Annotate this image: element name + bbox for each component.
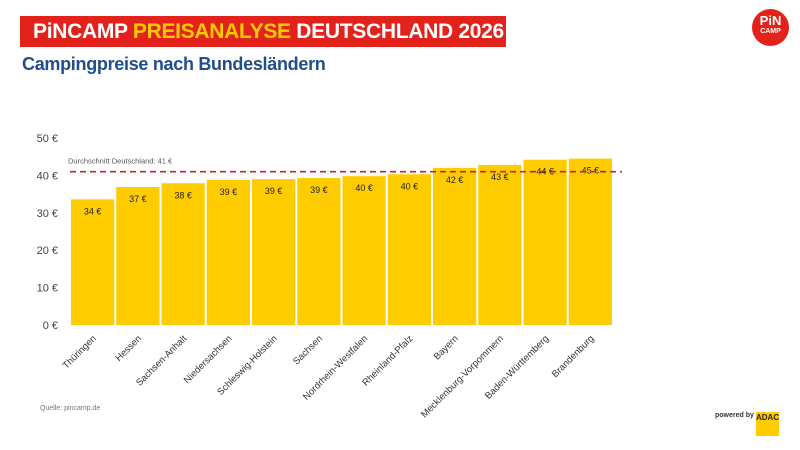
title-rest: DEUTSCHLAND 2026 — [290, 20, 504, 43]
bar — [71, 199, 115, 325]
data-label: 40 € — [355, 183, 373, 193]
average-label: Durchschnitt Deutschland: 41 € — [68, 157, 173, 166]
bar — [433, 167, 477, 325]
title-highlight: PREISANALYSE — [132, 20, 291, 43]
adac-text: ADAC — [756, 413, 780, 422]
pincamp-logo: PiN CAMP — [752, 9, 789, 46]
bar — [342, 176, 386, 325]
powered-by-label: powered by — [715, 412, 754, 419]
y-tick-label: 20 € — [37, 245, 58, 257]
source-note: Quelle: pincamp.de — [40, 405, 101, 412]
y-tick-label: 0 € — [43, 320, 58, 332]
title-brand: PiNCAMP — [33, 20, 133, 43]
bar — [252, 179, 296, 325]
bar — [523, 159, 567, 325]
x-tick-label: Thüringen — [61, 333, 99, 371]
data-label: 45 € — [582, 166, 600, 176]
data-label: 39 € — [265, 186, 283, 196]
y-tick-label: 30 € — [37, 208, 58, 220]
bar — [387, 174, 431, 325]
x-tick-label: Bayern — [432, 333, 461, 362]
bar — [116, 186, 160, 325]
data-label: 42 € — [446, 175, 464, 185]
bar — [206, 179, 250, 325]
bar — [568, 158, 612, 325]
data-label: 43 € — [491, 172, 509, 182]
y-tick-label: 50 € — [37, 133, 58, 145]
data-label: 39 € — [220, 187, 238, 197]
bar — [297, 178, 341, 325]
data-label: 38 € — [174, 190, 192, 200]
data-label: 34 € — [84, 206, 102, 216]
logo-line2: CAMP — [760, 28, 781, 35]
y-tick-label: 10 € — [37, 283, 58, 295]
x-tick-label: Brandenburg — [550, 333, 597, 380]
bar — [161, 183, 205, 325]
y-tick-label: 40 € — [37, 170, 58, 182]
bar — [478, 164, 522, 325]
data-label: 37 € — [129, 194, 147, 204]
x-tick-label: Sachsen — [291, 333, 325, 367]
chart-title-banner: PiNCAMP PREISANALYSE DEUTSCHLAND 2026 — [20, 16, 506, 47]
data-label: 40 € — [401, 181, 419, 191]
adac-logo: ADAC — [756, 412, 779, 436]
x-tick-label: Hessen — [113, 333, 144, 364]
x-tick-label: Mecklenburg-Vorpommern — [419, 333, 506, 420]
chart-subtitle: Campingpreise nach Bundesländern — [22, 54, 326, 74]
logo-line1: PiN — [759, 13, 782, 28]
data-label: 39 € — [310, 185, 328, 195]
